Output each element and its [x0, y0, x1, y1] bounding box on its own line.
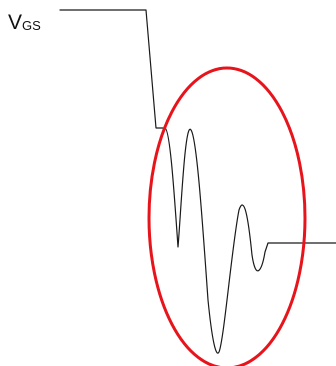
vgs-label-subscript: GS	[22, 18, 41, 33]
highlight-ellipse	[147, 66, 307, 366]
vgs-label-main: V	[8, 11, 23, 34]
vgs-label: VGS	[8, 12, 41, 33]
vgs-waveform-trace	[59, 9, 336, 354]
